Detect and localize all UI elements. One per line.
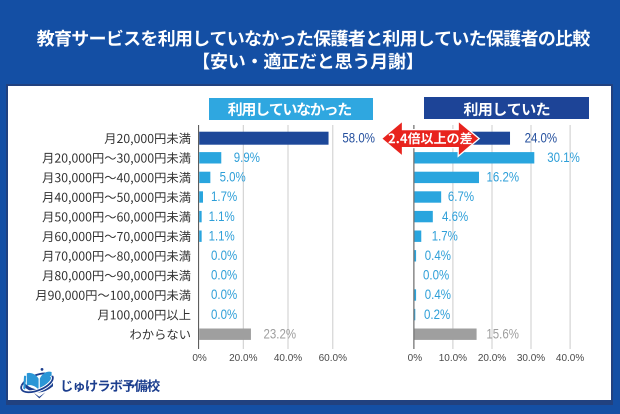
- svg-text:40.0%: 40.0%: [274, 353, 302, 364]
- svg-text:20.0%: 20.0%: [229, 353, 257, 364]
- svg-text:15.6%: 15.6%: [486, 325, 519, 341]
- svg-text:0.4%: 0.4%: [425, 247, 451, 263]
- svg-text:4.6%: 4.6%: [442, 208, 468, 224]
- svg-text:0%: 0%: [192, 353, 207, 364]
- svg-text:10.0%: 10.0%: [439, 353, 467, 364]
- svg-text:1.1%: 1.1%: [209, 227, 235, 243]
- svg-text:30.1%: 30.1%: [547, 149, 580, 165]
- svg-text:9.9%: 9.9%: [234, 149, 260, 165]
- svg-text:1.7%: 1.7%: [211, 188, 237, 204]
- svg-text:23.2%: 23.2%: [264, 325, 297, 341]
- svg-text:0.0%: 0.0%: [211, 247, 237, 263]
- svg-text:20.0%: 20.0%: [478, 353, 506, 364]
- svg-text:40.0%: 40.0%: [556, 353, 584, 364]
- svg-text:0.0%: 0.0%: [423, 266, 449, 282]
- svg-text:1.7%: 1.7%: [432, 227, 458, 243]
- svg-text:16.2%: 16.2%: [487, 168, 520, 184]
- svg-text:0.2%: 0.2%: [424, 306, 450, 322]
- svg-text:58.0%: 58.0%: [342, 129, 375, 145]
- svg-text:0.0%: 0.0%: [211, 266, 237, 282]
- svg-text:6.7%: 6.7%: [448, 188, 474, 204]
- svg-text:1.1%: 1.1%: [209, 208, 235, 224]
- svg-text:5.0%: 5.0%: [220, 168, 246, 184]
- svg-text:0%: 0%: [408, 353, 423, 364]
- svg-text:0.0%: 0.0%: [211, 286, 237, 302]
- svg-text:24.0%: 24.0%: [525, 129, 558, 145]
- svg-text:0.4%: 0.4%: [425, 286, 451, 302]
- svg-text:30.0%: 30.0%: [517, 353, 545, 364]
- svg-text:60.0%: 60.0%: [319, 353, 347, 364]
- svg-text:0.0%: 0.0%: [211, 306, 237, 322]
